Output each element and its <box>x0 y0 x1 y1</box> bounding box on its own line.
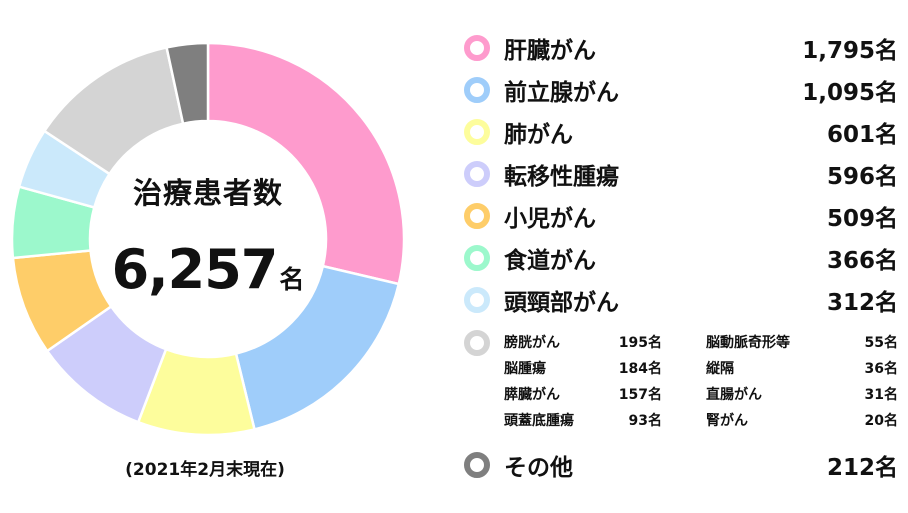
legend-value: 212名 <box>826 455 898 481</box>
center-title: 治療患者数 <box>132 176 283 210</box>
sub-value: 93名 <box>628 413 662 429</box>
legend-label: 転移性腫瘍 <box>504 164 619 190</box>
legend-value: 601名 <box>826 122 898 148</box>
sub-value: 36名 <box>864 361 898 377</box>
legend-label: 前立腺がん <box>504 80 619 106</box>
sub-label: 縦隔 <box>706 361 734 377</box>
legend-swatch <box>464 203 490 229</box>
legend-value: 509名 <box>826 206 898 232</box>
legend-swatch <box>464 77 490 103</box>
sub-label: 脳腫瘍 <box>504 361 546 377</box>
legend-item-esophagus: 食道がん 366名 <box>462 240 898 276</box>
sub-item-avm: 脳動脈奇形等 55名 <box>706 332 898 352</box>
sub-value: 20名 <box>864 413 898 429</box>
legend-label: 頭頸部がん <box>504 290 619 316</box>
sub-item-brain: 脳腫瘍 184名 <box>504 358 662 378</box>
total-value: 6,257 <box>111 238 279 301</box>
legend-item-other: その他 212名 <box>462 447 898 483</box>
sub-label: 膀胱がん <box>504 335 560 351</box>
legend-label: 肺がん <box>504 122 573 148</box>
legend-item-prostate: 前立腺がん 1,095名 <box>462 72 898 108</box>
legend: 肝臓がん 1,795名 前立腺がん 1,095名 肺がん 601名 転移性腫瘍 … <box>462 0 902 513</box>
legend-label: その他 <box>504 455 573 481</box>
legend-swatch <box>464 287 490 313</box>
legend-value: 1,095名 <box>802 80 898 106</box>
legend-swatch <box>464 452 490 478</box>
sub-value: 55名 <box>864 335 898 351</box>
sub-label: 脳動脈奇形等 <box>706 335 790 351</box>
legend-item-lung: 肺がん 601名 <box>462 114 898 150</box>
sub-item-rectum: 直腸がん 31名 <box>706 384 898 404</box>
sub-label: 腎がん <box>706 413 748 429</box>
legend-swatch <box>464 119 490 145</box>
legend-swatch <box>464 35 490 61</box>
sub-label: 直腸がん <box>706 387 762 403</box>
legend-item-head-neck: 頭頸部がん 312名 <box>462 282 898 318</box>
total-unit: 名 <box>279 265 305 294</box>
sub-label: 頭蓋底腫瘍 <box>504 413 574 429</box>
donut-chart: 治療患者数 6,257名 (2021年2月末現在) <box>0 0 430 513</box>
sub-item-skull-base: 頭蓋底腫瘍 93名 <box>504 410 662 430</box>
legend-swatch <box>464 161 490 187</box>
sub-item-bladder: 膀胱がん 195名 <box>504 332 662 352</box>
slice-肝臓がん <box>206 41 406 286</box>
legend-value: 366名 <box>826 248 898 274</box>
center-total: 6,257名 <box>98 238 318 301</box>
slice-その他 <box>165 41 210 126</box>
legend-value: 1,795名 <box>802 38 898 64</box>
sub-value: 31名 <box>864 387 898 403</box>
sub-value: 184名 <box>618 361 662 377</box>
legend-label: 小児がん <box>504 206 596 232</box>
sub-value: 195名 <box>618 335 662 351</box>
legend-label: 食道がん <box>504 248 596 274</box>
legend-value: 312名 <box>826 290 898 316</box>
sub-label: 膵臓がん <box>504 387 560 403</box>
legend-swatch <box>464 245 490 271</box>
donut-svg <box>10 41 406 437</box>
sub-value: 157名 <box>618 387 662 403</box>
sub-item-mediastinum: 縦隔 36名 <box>706 358 898 378</box>
sub-item-kidney: 腎がん 20名 <box>706 410 898 430</box>
legend-value: 596名 <box>826 164 898 190</box>
legend-swatch-sub <box>464 330 490 356</box>
sub-item-pancreas: 膵臓がん 157名 <box>504 384 662 404</box>
legend-item-liver: 肝臓がん 1,795名 <box>462 30 898 66</box>
legend-item-metastatic: 転移性腫瘍 596名 <box>462 156 898 192</box>
legend-item-pediatric: 小児がん 509名 <box>462 198 898 234</box>
legend-label: 肝臓がん <box>504 38 596 64</box>
footnote: (2021年2月末現在) <box>125 460 285 480</box>
